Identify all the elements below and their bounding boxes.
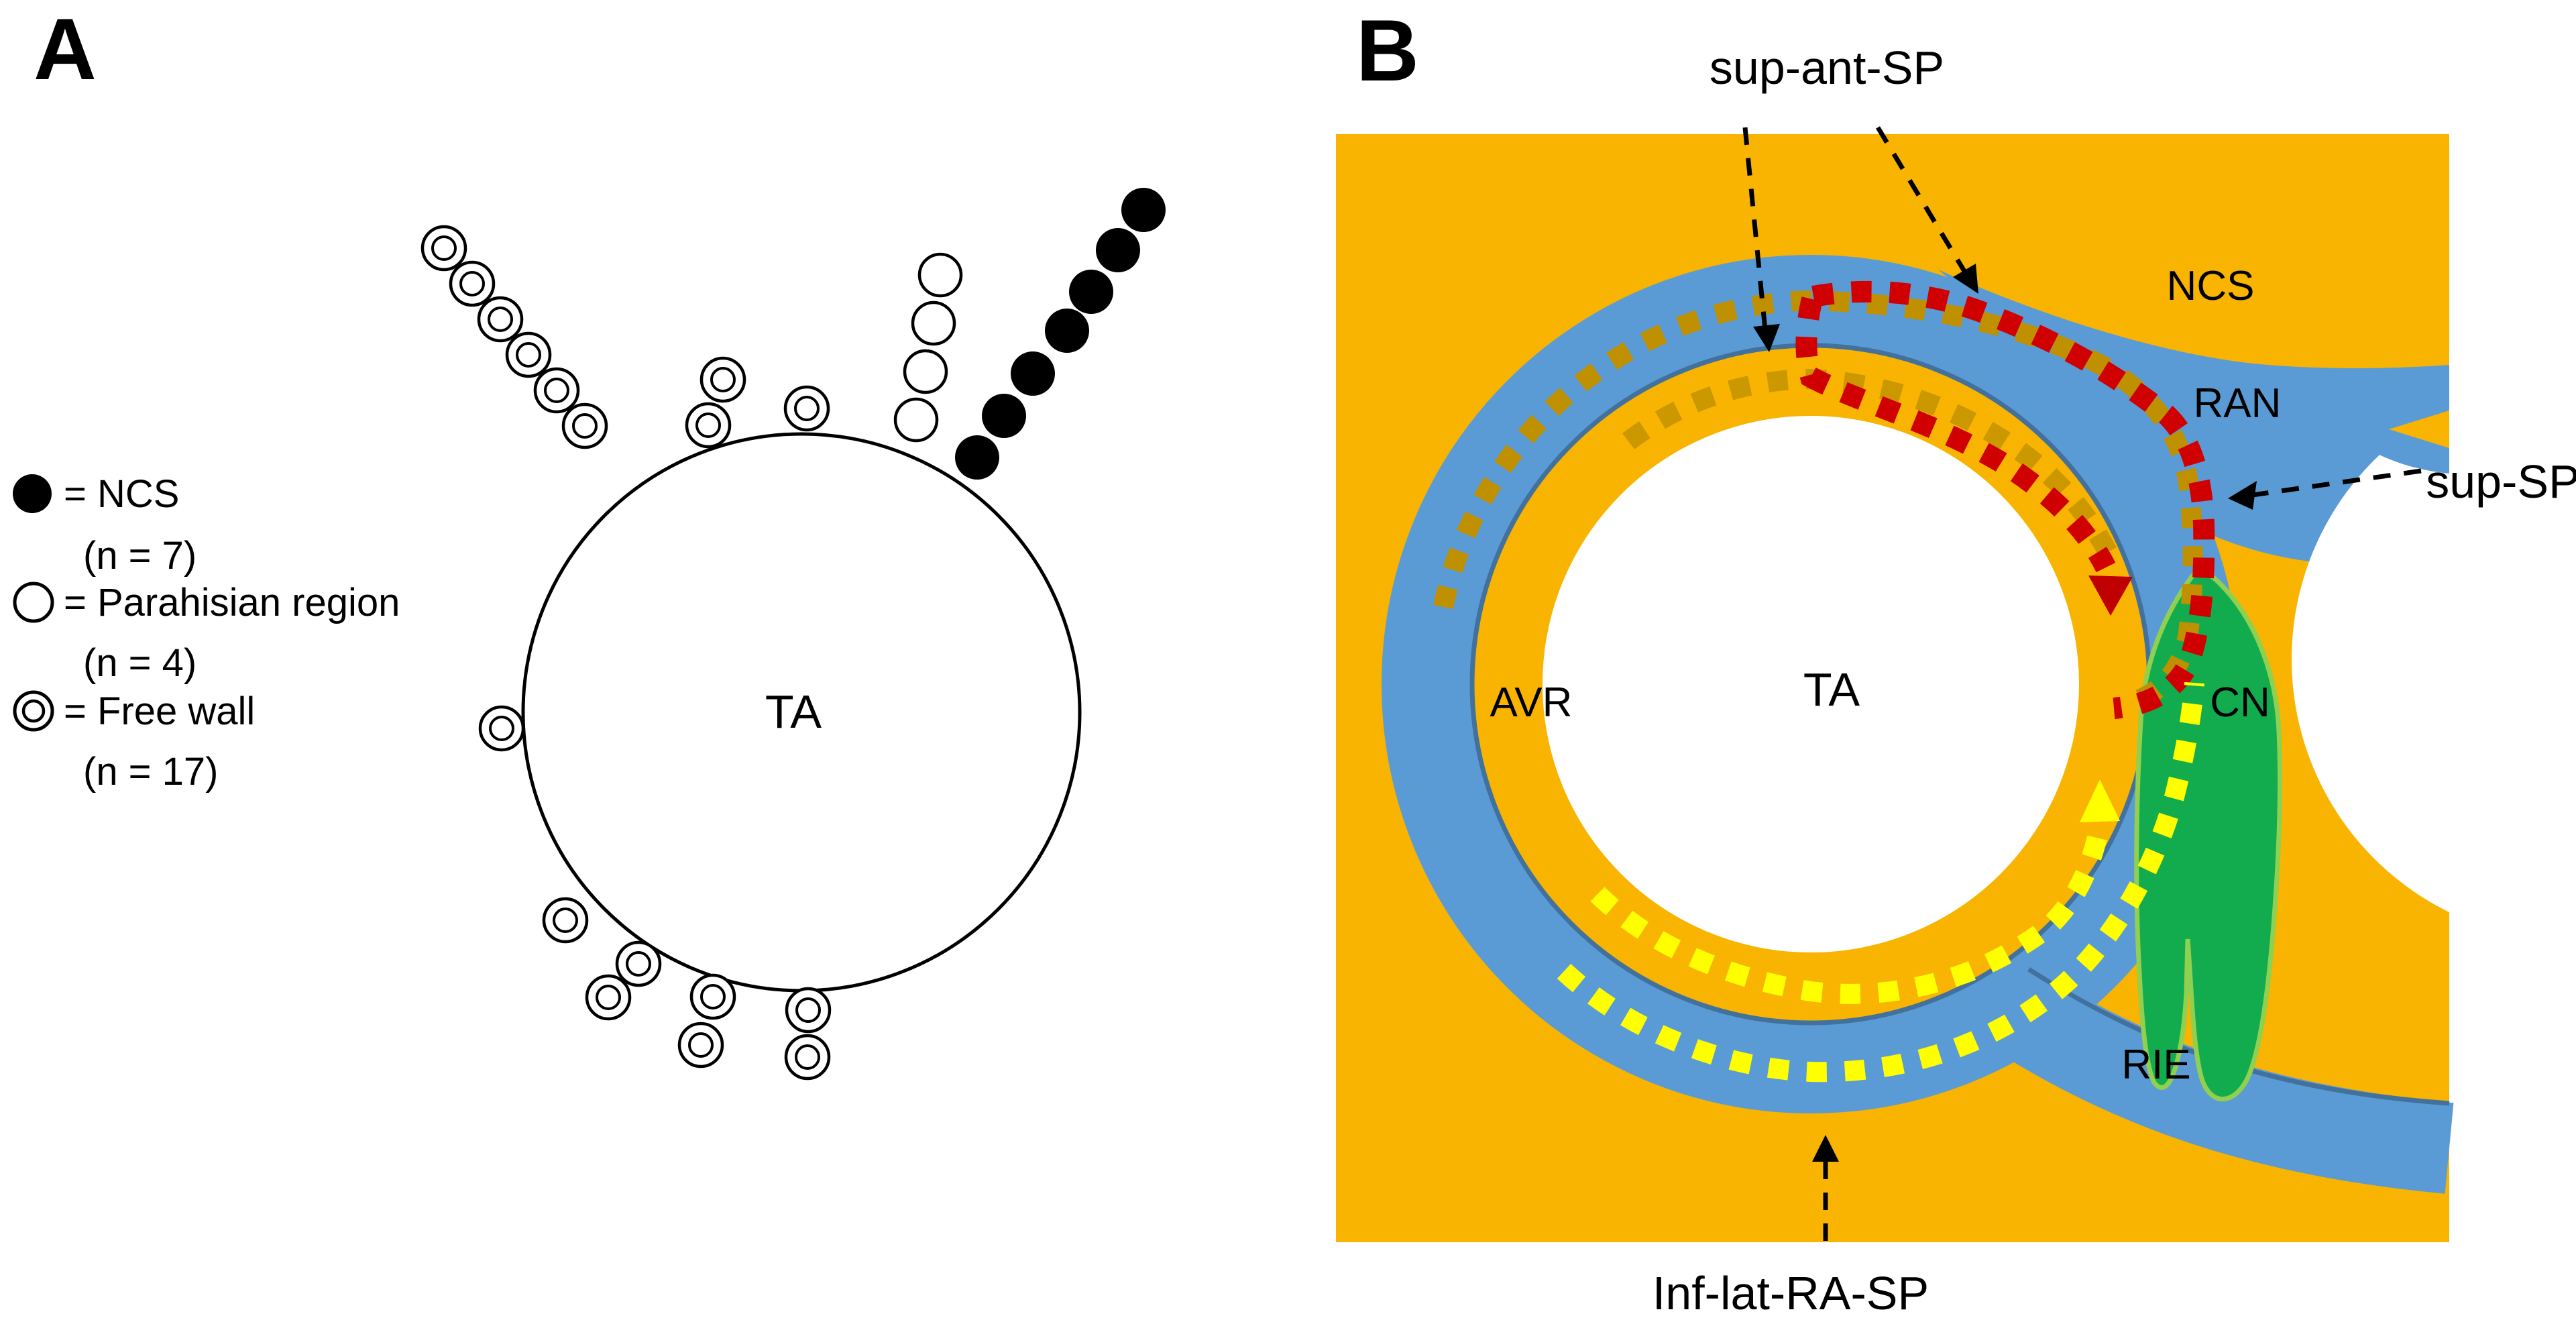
sup-ant-sp-left-arrowhead-icon (1753, 324, 1780, 352)
inf-lat-ra-sp-yellow-path-outer (1557, 681, 2204, 1083)
ncs-marker (1011, 351, 1055, 396)
sup-sp-arrowhead-icon (2228, 481, 2257, 510)
ran-tab (2332, 373, 2449, 474)
free-wall-marker-inner (596, 985, 621, 1010)
free-wall-marker-inner (516, 342, 541, 368)
inf-lat-ra-sp-arrowhead-icon (1812, 1135, 1839, 1162)
free-wall-marker-inner (795, 1044, 820, 1070)
parahisian-marker (911, 300, 956, 346)
free-wall-marker-inner (700, 984, 726, 1009)
parahisian-marker (903, 349, 948, 394)
sup-ant-sp-red-branch (1795, 296, 2116, 573)
cn-label: CN (2210, 679, 2270, 726)
ncs-marker (1096, 228, 1140, 272)
legend-parahisian-count: (n = 4) (83, 641, 197, 685)
parahisian-marker (893, 397, 939, 443)
inf-lat-ra-sp-label: Inf-lat-RA-SP (1653, 1267, 1929, 1318)
free-wall-markers (421, 225, 832, 1081)
free-wall-marker-inner (572, 413, 598, 439)
free-wall-marker-inner (553, 908, 578, 933)
panel-a: A TA = NCS (n = 7) = Parahisian region (… (13, 0, 1166, 1081)
legend-double-circle-inner-icon (21, 699, 46, 723)
sup-ant-sp-right-arrowhead-icon (1953, 264, 1978, 294)
legend-free-wall-count: (n = 17) (83, 750, 219, 793)
free-wall-marker-inner (488, 307, 513, 332)
annotation-arrows (1742, 126, 2422, 1241)
parahisian-markers (893, 252, 963, 443)
legend-ncs-label: = NCS (64, 472, 179, 516)
legend-filled-circle-icon (13, 474, 52, 513)
free-wall-marker-inner (544, 378, 569, 403)
free-wall-marker-inner (431, 235, 457, 261)
inf-lat-ra-sp-yellow-path-inner (1590, 832, 2108, 1004)
ran-notch-wedge (2389, 410, 2449, 448)
ncs-marker (1045, 309, 1089, 353)
sup-sp-label: sup-SP (2426, 455, 2576, 508)
free-wall-marker-inner (489, 716, 514, 741)
ncs-marker (955, 435, 999, 480)
ran-label: RAN (2194, 380, 2282, 427)
ncs-marker (1069, 270, 1113, 314)
yellow-up-arrowhead-icon (2080, 779, 2120, 822)
ncs-marker (1121, 188, 1166, 232)
pathways (1433, 280, 2215, 1083)
compact-node-green (2134, 568, 2283, 1102)
legend-free-wall-label: = Free wall (64, 690, 255, 733)
panel-b: B (1336, 1, 2576, 1318)
bottom-blue-band (1991, 971, 2454, 1194)
panel-b-label: B (1356, 1, 1419, 99)
free-wall-marker-inner (795, 997, 821, 1023)
panel-b-ta-label: TA (1803, 663, 1860, 716)
right-annulus-lumen (2292, 378, 2576, 941)
free-wall-marker-inner (688, 1032, 714, 1058)
legend-open-circle-icon (13, 582, 54, 623)
ta-lumen (1543, 416, 2079, 952)
panel-a-ta-label: TA (765, 685, 822, 738)
free-wall-marker-inner (626, 951, 651, 977)
ncs-markers (955, 188, 1166, 480)
free-wall-marker-inner (710, 367, 736, 392)
parahisian-marker (917, 252, 963, 298)
legend-ncs-count: (n = 7) (83, 534, 197, 578)
free-wall-marker-inner (695, 413, 721, 438)
sup-ant-sp-label: sup-ant-SP (1710, 42, 1944, 94)
sup-ant-sp-tan-path-outer (1433, 290, 2203, 714)
legend: = NCS (n = 7) = Parahisian region (n = 4… (13, 472, 400, 793)
panel-a-label: A (34, 0, 97, 98)
rie-label: RIE (2121, 1042, 2190, 1088)
red-down-arrowhead-icon (2088, 575, 2133, 616)
ncs-label: NCS (2167, 263, 2255, 309)
free-wall-marker-inner (794, 396, 820, 421)
avr-label: AVR (1490, 679, 1573, 726)
ncs-marker (982, 394, 1026, 438)
free-wall-marker-inner (459, 271, 485, 296)
sup-ant-sp-left-arrow-line (1742, 127, 1768, 331)
legend-parahisian-label: = Parahisian region (64, 581, 400, 624)
